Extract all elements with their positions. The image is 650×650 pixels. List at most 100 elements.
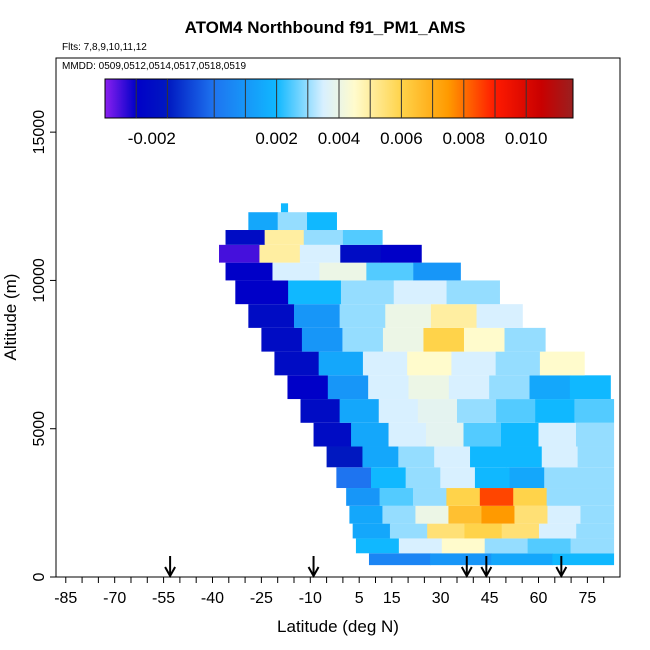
heatmap-cell [504, 327, 546, 352]
heatmap-cell [378, 399, 419, 423]
heatmap-cell [451, 351, 497, 376]
heatmap-cell [366, 262, 414, 281]
heatmap-cell [303, 230, 344, 245]
heatmap-cell [259, 244, 301, 263]
x-axis: -85 -70 -55 -40 -25 -10 5 15 30 45 60 75 [54, 577, 605, 607]
y-axis: 0 5000 10000 15000 [31, 110, 56, 581]
heatmap-cell [575, 422, 615, 447]
y-tick-label: 0 [31, 572, 48, 581]
heatmap-cell [280, 203, 289, 213]
heatmap-cell [362, 351, 408, 376]
heatmap-cell [580, 505, 615, 524]
x-tick-label: -25 [250, 590, 273, 607]
heatmap-cell [446, 280, 500, 305]
heatmap-cell [274, 351, 320, 376]
colorbar-tick-label: 0.008 [443, 129, 486, 148]
heatmap-cell [538, 523, 577, 539]
heatmap-cell [339, 304, 386, 328]
heatmap-cell [346, 488, 381, 506]
heatmap-cell [380, 244, 422, 263]
heatmap-cell [552, 553, 615, 566]
heatmap-cell [371, 467, 407, 489]
heatmap-cell [225, 262, 274, 281]
heatmap-cell [339, 399, 380, 423]
heatmap-cell [529, 375, 571, 400]
heatmap-cell [349, 505, 384, 524]
heatmap-cell [264, 230, 305, 245]
heatmap-cell [319, 262, 367, 281]
heatmap-cell [489, 375, 531, 400]
heatmap-cell [547, 505, 582, 524]
y-tick-label: 5000 [31, 411, 48, 447]
heatmap-cell [388, 422, 427, 447]
x-tick-label: -85 [54, 590, 77, 607]
heatmap-cell [398, 538, 443, 554]
heatmap-cell [538, 422, 577, 447]
colorbar-tick-label: 0.010 [505, 129, 548, 148]
latitude-arrow [164, 556, 176, 579]
heatmap-cell [440, 467, 476, 489]
heatmap-cell [446, 488, 481, 506]
heatmap-cell [578, 467, 615, 489]
heatmap-cell [474, 467, 511, 489]
latitude-arrow [307, 556, 320, 579]
heatmap-cell [413, 262, 461, 281]
heatmap-cell [368, 553, 431, 566]
heatmap-cell [513, 488, 548, 506]
heatmap-cell [570, 538, 615, 554]
heatmap-cell [219, 244, 261, 263]
heatmap-cell [287, 375, 329, 400]
heatmap-cell [481, 505, 516, 524]
heatmap-cell [541, 446, 579, 468]
heatmap-cell [417, 399, 458, 423]
heatmap-cell [470, 446, 507, 468]
heatmap-cell [351, 422, 390, 447]
heatmap-cell [225, 230, 266, 245]
heatmap-cell [423, 327, 465, 352]
heatmap-cell [484, 538, 529, 554]
heatmap-cell [248, 304, 295, 328]
heatmap-cell [546, 488, 581, 506]
x-tick-label: 5 [355, 590, 364, 607]
x-tick-label: 75 [579, 590, 597, 607]
heatmap-cell [412, 488, 447, 506]
y-tick-label: 10000 [31, 258, 48, 303]
latitude-arrow [460, 556, 473, 579]
heatmap-cell [463, 327, 506, 352]
heatmap-cell [352, 523, 391, 539]
dates-label: MMDD: 0509,0512,0514,0517,0518,0519 [62, 61, 247, 72]
heatmap-cell [430, 553, 492, 566]
heatmap-cell [362, 446, 399, 468]
heatmap-cell [293, 304, 341, 328]
heatmap-cell [272, 262, 321, 281]
heatmap-cell [427, 523, 466, 539]
heatmap-cell [382, 505, 417, 524]
colorbar-tick-label: 0.004 [318, 129, 361, 148]
heatmap-cell [448, 375, 490, 400]
x-tick-label: -55 [152, 590, 175, 607]
colorbar-tick-label: 0.006 [380, 129, 423, 148]
heatmap-cell [326, 446, 364, 468]
heatmap-cell [327, 375, 369, 400]
heatmap-cell [514, 505, 549, 524]
flights-label: Flts: 7,8,9,10,11,12 [62, 42, 147, 53]
x-axis-label: Latitude (deg N) [277, 617, 399, 636]
heatmap-cell [389, 523, 428, 539]
heatmap-cell [415, 505, 450, 524]
heatmap-layers [219, 203, 615, 566]
heatmap-cell [299, 244, 341, 263]
heatmap-cell [577, 446, 615, 468]
colorbar-tick-label: 0.002 [255, 129, 298, 148]
heatmap-cell [393, 280, 448, 305]
heatmap-cell [405, 467, 441, 489]
heatmap-cell [382, 327, 425, 352]
x-tick-label: 60 [530, 590, 548, 607]
heatmap-cell [544, 467, 580, 489]
y-axis-label: Altitude (m) [1, 274, 20, 361]
chart-title: ATOM4 Northbound f91_PM1_AMS [184, 18, 466, 37]
heatmap-cell [408, 375, 450, 400]
heatmap-cell [340, 244, 382, 263]
heatmap-cell [527, 538, 572, 554]
heatmap-cell [235, 280, 289, 305]
